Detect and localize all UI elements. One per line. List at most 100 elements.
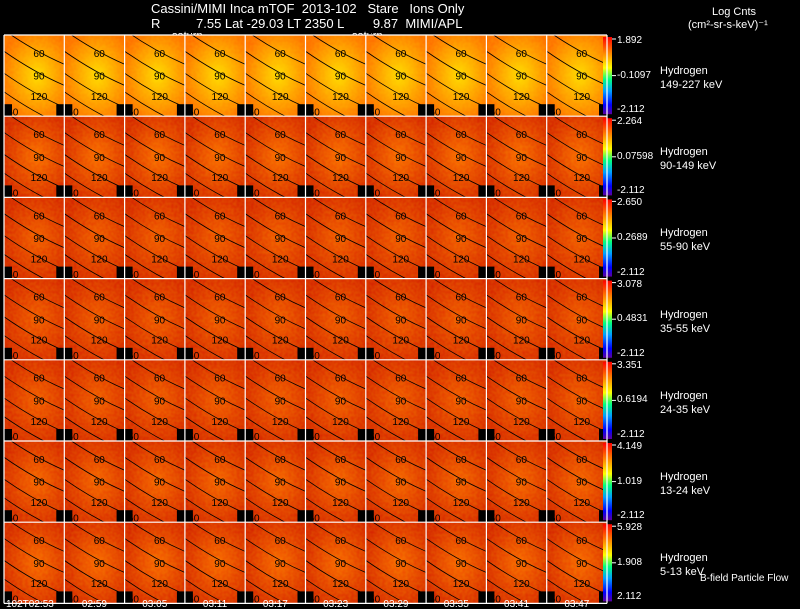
contour-label: 90 xyxy=(335,72,347,83)
contour-label: 120 xyxy=(392,498,409,509)
contour-label: 90 xyxy=(214,72,226,83)
contour-label: 60 xyxy=(335,293,347,304)
contour-label: 60 xyxy=(576,374,588,385)
contour-label: 60 xyxy=(275,536,287,547)
energy-label: 90-149 keV xyxy=(660,160,717,173)
heatmap-cell: 60 90 120 150 xyxy=(62,111,125,208)
species-label: Hydrogen xyxy=(660,308,708,321)
contour-label: 60 xyxy=(516,211,528,222)
contour-label: 120 xyxy=(212,417,229,428)
colorbar-max: 3.078 xyxy=(617,278,643,290)
contour-label: 120 xyxy=(453,254,470,265)
contour-label: 150 xyxy=(363,432,380,443)
contour-label: 60 xyxy=(456,374,468,385)
energy-label: 24-35 keV xyxy=(660,403,711,416)
contour-label: 60 xyxy=(94,49,106,60)
contour-label: 90 xyxy=(94,153,106,164)
colorbar-min: -2.112 xyxy=(617,510,645,522)
contour-label: 60 xyxy=(456,455,468,466)
contour-label: 120 xyxy=(91,92,108,103)
contour-label: 120 xyxy=(212,92,229,103)
contour-label: 120 xyxy=(513,498,530,509)
contour-label: 90 xyxy=(275,478,287,489)
heatmap-cell: 60 90 120 150 xyxy=(2,29,65,127)
r-label: R xyxy=(151,16,161,31)
contour-label: 150 xyxy=(2,351,19,362)
heatmap-cell: 60 90 120 150 xyxy=(484,517,547,609)
heatmap-cell: 60 90 120 150 xyxy=(363,435,427,533)
orbit-values: 7.55 Lat -29.03 LT 2350 L 9.87 MIMI/APL xyxy=(196,16,463,31)
time-label: 03:35 xyxy=(444,599,469,609)
contour-label: 150 xyxy=(484,432,501,443)
heatmap-cell: 60 90 120 150 xyxy=(303,111,366,208)
contour-label: 150 xyxy=(122,351,139,362)
heatmap-cell: 60 90 120 150 xyxy=(122,192,186,289)
contour-label: 120 xyxy=(573,579,590,590)
contour-label: 150 xyxy=(544,270,561,281)
contour-label: 120 xyxy=(31,254,48,265)
contour-label: 90 xyxy=(33,234,45,245)
contour-label: 120 xyxy=(212,254,229,265)
contour-label: 60 xyxy=(576,536,588,547)
contour-label: 120 xyxy=(151,92,168,103)
contour-label: 150 xyxy=(183,351,200,362)
contour-label: 90 xyxy=(335,559,347,570)
heatmap-cell: 60 90 120 150 xyxy=(183,517,246,609)
contour-label: 150 xyxy=(544,107,561,118)
contour-label: 90 xyxy=(456,234,468,245)
heatmap-cell: 60 90 120 150 xyxy=(62,435,125,533)
contour-label: 90 xyxy=(33,559,45,570)
contour-label: 60 xyxy=(214,293,226,304)
units-title: Log Cnts xyxy=(712,6,757,18)
contour-label: 150 xyxy=(62,432,79,443)
contour-label: 90 xyxy=(94,478,106,489)
contour-label: 60 xyxy=(275,293,287,304)
contour-label: 90 xyxy=(516,234,528,245)
contour-label: 60 xyxy=(154,130,166,141)
heatmap-cell: 60 90 120 150 xyxy=(303,435,366,533)
contour-label: 150 xyxy=(303,595,320,606)
colorbar-max: 2.650 xyxy=(617,197,643,209)
time-label: 03:47 xyxy=(564,599,589,609)
contour-label: 90 xyxy=(335,153,347,164)
contour-label: 150 xyxy=(183,189,200,200)
heatmap-cell: 60 90 120 150 xyxy=(183,435,246,533)
heatmap-cell: 60 90 120 150 xyxy=(424,354,487,452)
heatmap-cell: 60 90 120 150 xyxy=(484,111,547,208)
contour-label: 150 xyxy=(303,432,320,443)
heatmap-cell: 60 90 120 150 xyxy=(183,192,246,289)
colorbar-min: 2.112 xyxy=(617,591,642,603)
heatmap-cell: 60 90 120 150 xyxy=(424,435,487,533)
heatmap-cell: 60 90 120 150 xyxy=(122,354,186,452)
heatmap-cell: 60 90 120 150 xyxy=(243,29,306,127)
heatmap-cell: 60 90 120 150 xyxy=(363,192,427,289)
contour-label: 60 xyxy=(576,130,588,141)
contour-label: 60 xyxy=(576,455,588,466)
species-label: Hydrogen xyxy=(660,227,708,240)
heatmap-cell: 60 90 120 150 xyxy=(544,29,608,127)
contour-label: 150 xyxy=(62,513,79,524)
contour-label: 60 xyxy=(395,536,407,547)
contour-label: 60 xyxy=(154,293,166,304)
contour-label: 120 xyxy=(151,498,168,509)
contour-label: 120 xyxy=(392,92,409,103)
contour-label: 60 xyxy=(576,211,588,222)
species-label: Hydrogen xyxy=(660,389,708,402)
contour-label: 150 xyxy=(243,595,260,606)
energy-label: 149-227 keV xyxy=(660,79,723,91)
contour-label: 120 xyxy=(151,417,168,428)
contour-label: 120 xyxy=(151,579,168,590)
contour-label: 90 xyxy=(94,396,106,407)
contour-label: 150 xyxy=(303,270,320,281)
time-label: 03:41 xyxy=(504,599,529,609)
heatmap-cell: 60 90 120 150 xyxy=(544,435,608,533)
contour-label: 150 xyxy=(363,189,380,200)
contour-label: 150 xyxy=(484,107,501,118)
heatmap-cell: 60 90 120 150 xyxy=(303,192,366,289)
contour-label: 150 xyxy=(424,351,441,362)
contour-label: 120 xyxy=(91,336,108,347)
contour-label: 150 xyxy=(183,595,200,606)
contour-label: 60 xyxy=(456,293,468,304)
contour-label: 60 xyxy=(33,455,45,466)
heatmap-cell: 60 90 120 150 xyxy=(243,435,306,533)
